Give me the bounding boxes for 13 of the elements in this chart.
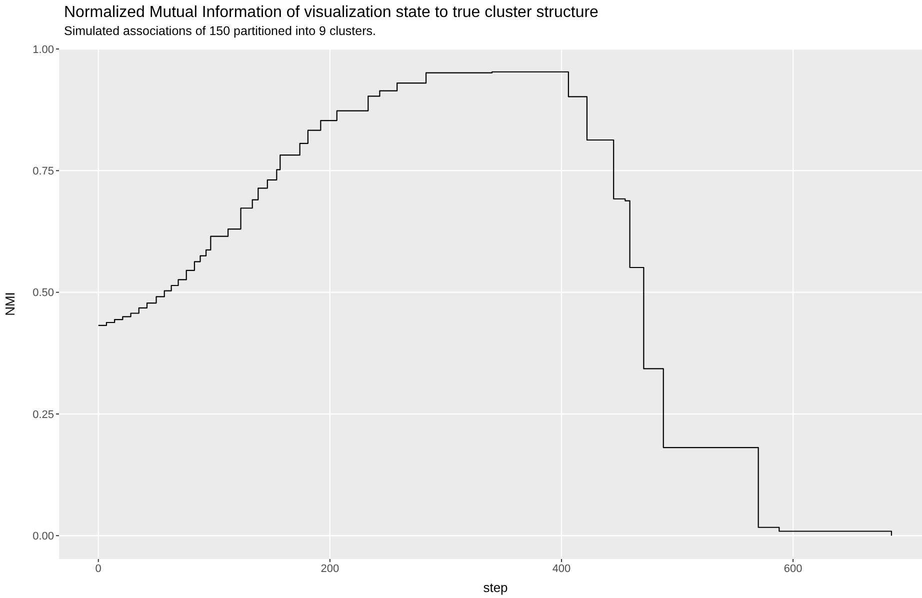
y-tick-label: 0.25 (32, 408, 54, 421)
x-axis-title: step (483, 580, 508, 595)
y-tick-label: 0.75 (32, 166, 54, 178)
y-tick-label: 0.50 (32, 287, 54, 300)
chart-subtitle: Simulated associations of 150 partitioned into 9 clusters. (64, 24, 376, 38)
x-tick-label: 0 (95, 562, 102, 575)
y-axis-title: NMI (2, 292, 18, 316)
x-tick-label: 400 (552, 562, 571, 575)
chart-title: Normalized Mutual Information of visualization state to true cluster structure (64, 4, 598, 22)
x-tick-label: 600 (784, 562, 802, 575)
x-tick-label: 200 (320, 562, 340, 575)
y-tick-label: 1.00 (32, 44, 54, 56)
y-tick-label: 0.00 (32, 530, 54, 543)
